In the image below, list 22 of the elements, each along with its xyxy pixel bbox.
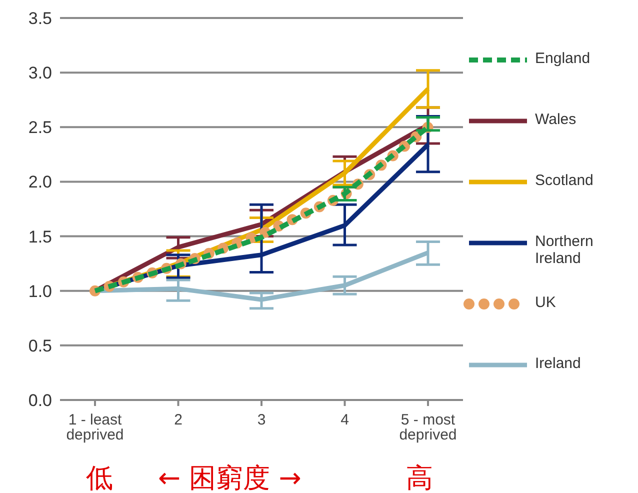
x-tick-label: 2 [174, 412, 182, 429]
y-tick-label: 2.5 [28, 118, 52, 138]
y-tick-label: 0.0 [28, 391, 52, 410]
y-tick-label: 2.0 [28, 172, 52, 192]
legend-label: England [535, 50, 592, 67]
text: ← 困窮度 → [158, 462, 302, 493]
y-tick-label: 0.5 [28, 336, 52, 356]
text: 低 [86, 462, 113, 493]
y-tick-label: 1.5 [28, 227, 52, 246]
y-tick-label: 3.5 [28, 9, 52, 28]
y-tick-label: 3.0 [28, 64, 52, 83]
text: 高 [406, 462, 433, 493]
x-tick-label: 3 [257, 412, 266, 429]
legend-label: Scotland [535, 172, 594, 189]
legend-label: Northern Ireland [535, 233, 594, 267]
legend-label: Wales [535, 111, 578, 128]
x-tick-label: 5 - most deprived [399, 412, 457, 444]
x-tick-label: 1 - least deprived [66, 412, 124, 444]
legend-label: UK [535, 294, 557, 311]
y-tick-label: 1.0 [28, 282, 52, 301]
x-tick-label: 4 [340, 412, 349, 429]
legend-label: Ireland [535, 355, 582, 372]
